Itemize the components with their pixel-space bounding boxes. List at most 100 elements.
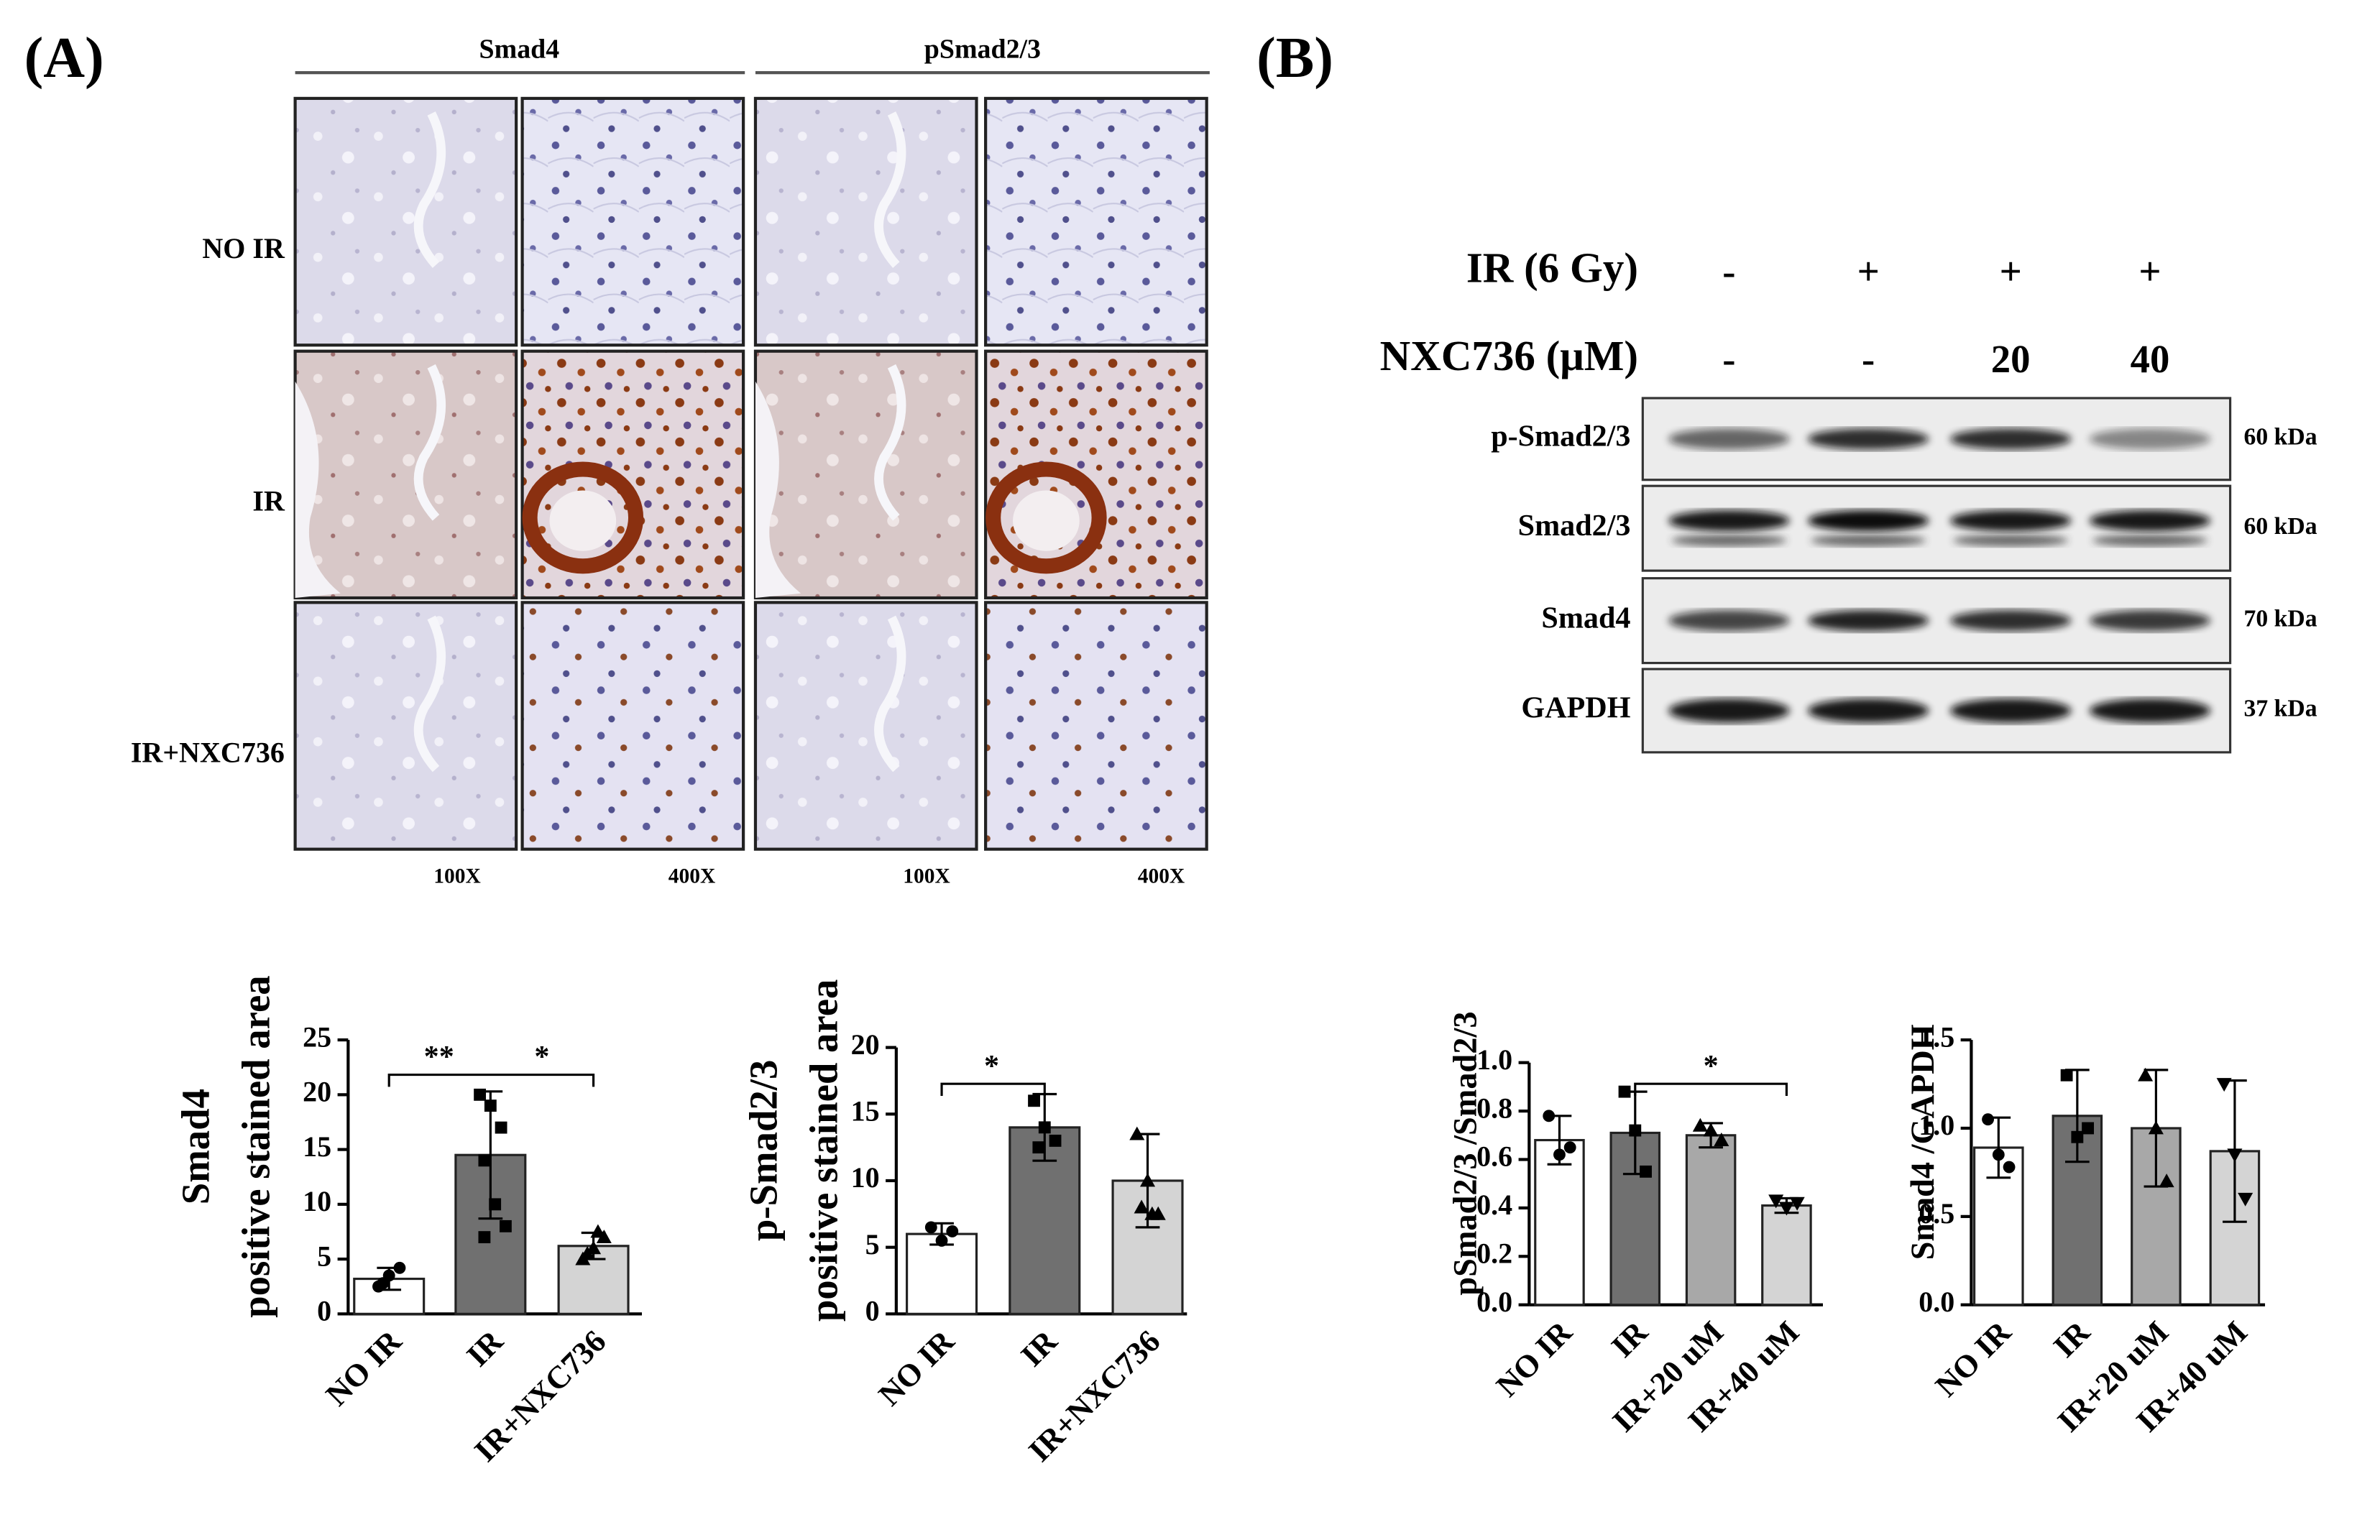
micrograph (984, 96, 1208, 347)
data-point (1778, 1202, 1794, 1216)
data-point (2159, 1174, 2174, 1188)
y-tick-label: 1.0 (1476, 1043, 1512, 1076)
y-tick-label: 0 (865, 1295, 880, 1327)
micrograph (753, 96, 978, 347)
data-point (1618, 1085, 1631, 1098)
y-tick-label: 5 (317, 1240, 331, 1272)
blot-band (1668, 428, 1790, 450)
data-point (478, 1154, 491, 1167)
significance-bracket (387, 1073, 595, 1087)
vessel (874, 364, 906, 521)
y-tick-label: 10 (851, 1161, 880, 1194)
data-point (1982, 1113, 1995, 1126)
significance-label: * (984, 1049, 999, 1083)
condition-label: NXC736 (μM) (1380, 332, 1638, 379)
x-tick-label: IR (1604, 1314, 1655, 1364)
micrograph (984, 601, 1208, 851)
data-point (495, 1121, 507, 1134)
tissue-edge (295, 381, 341, 599)
condition-label: IR (6 Gy) (1466, 244, 1638, 292)
column-label: pSmad2/3 (924, 34, 1041, 64)
x-tick-label: NO IR (319, 1323, 409, 1413)
y-tick-label: 0.8 (1476, 1092, 1512, 1124)
micrograph (520, 601, 745, 851)
data-point (2148, 1120, 2164, 1135)
significance-label: ** (424, 1040, 454, 1074)
y-tick-label: 1.0 (1919, 1109, 1954, 1141)
data-point (590, 1224, 606, 1238)
data-point (1543, 1110, 1556, 1122)
data-point (2138, 1067, 2154, 1082)
blot-band (1953, 534, 2069, 547)
lane-label: 40 (2131, 337, 2170, 381)
data-point (2060, 1069, 2073, 1082)
micrograph (293, 349, 518, 600)
data-point (1129, 1126, 1145, 1140)
magnification-label: 400X (668, 864, 716, 887)
data-point (579, 1245, 595, 1260)
lane-label: - (1722, 249, 1735, 293)
micrograph (520, 96, 745, 347)
blot-band (1668, 609, 1790, 632)
data-point (2216, 1078, 2232, 1092)
y-axis-label: positive stained area (802, 979, 846, 1322)
blot-band (1949, 428, 2072, 450)
data-point (1134, 1199, 1149, 1214)
vessel (413, 615, 446, 773)
y-tick-label: 0.6 (1476, 1140, 1512, 1173)
x-tick-label: NO IR (1929, 1314, 2018, 1403)
data-point (1144, 1206, 1160, 1220)
data-point (1640, 1165, 1652, 1178)
data-point (1139, 1173, 1156, 1187)
vessel (874, 111, 906, 268)
y-tick-label: 0.4 (1476, 1189, 1512, 1221)
airway (522, 461, 644, 574)
y-tick-label: 0.0 (1476, 1286, 1512, 1318)
data-point (1768, 1194, 1784, 1209)
y-axis-label: pSmad2/3 /Smad2/3 (1448, 1011, 1484, 1295)
significance-label: * (534, 1040, 549, 1074)
y-tick-label: 0 (317, 1295, 331, 1327)
blot-band (2089, 609, 2211, 632)
bar (1761, 1204, 1812, 1306)
data-point (1049, 1134, 1062, 1147)
y-tick-label: 15 (851, 1095, 880, 1128)
data-point (1038, 1121, 1051, 1134)
data-point (377, 1277, 390, 1290)
row-label: IR+NXC736 (131, 736, 285, 768)
x-tick-label: IR (1014, 1323, 1065, 1373)
data-point (1692, 1117, 1708, 1132)
data-point (1703, 1122, 1719, 1137)
blot-band (1811, 534, 1926, 547)
data-point (2227, 1148, 2243, 1163)
vessel (413, 364, 446, 521)
y-axis-label: Smad4 /GAPDH (1905, 1024, 1942, 1260)
y-tick-label: 0.2 (1476, 1237, 1512, 1270)
y-tick-label: 25 (303, 1020, 331, 1053)
y-tick-label: 20 (303, 1076, 331, 1108)
data-point (499, 1219, 512, 1232)
lane-label: + (1857, 249, 1880, 293)
micrograph (293, 96, 518, 347)
x-tick-label: IR (2046, 1314, 2097, 1364)
panel-label: (B) (1256, 27, 1333, 90)
magnification-label: 400X (1138, 864, 1185, 887)
blot-band (1949, 510, 2072, 532)
data-point (489, 1198, 502, 1211)
bar (1685, 1134, 1737, 1306)
x-tick-label: IR (460, 1323, 510, 1373)
data-point (1032, 1141, 1045, 1154)
blot-band (2089, 698, 2211, 723)
column-label: Smad4 (479, 34, 560, 64)
y-tick-label: 0.5 (1919, 1197, 1954, 1230)
lane-label: + (2000, 249, 2022, 293)
band-size: 70 kDa (2244, 605, 2317, 632)
blot-band (1668, 698, 1790, 723)
bar-chart: 0 5 10 15 20 p-Smad2/3 positive stained area NO… (741, 979, 1187, 1469)
data-point (1992, 1148, 2005, 1161)
significance-bracket (1634, 1082, 1788, 1097)
vessel (874, 615, 906, 773)
